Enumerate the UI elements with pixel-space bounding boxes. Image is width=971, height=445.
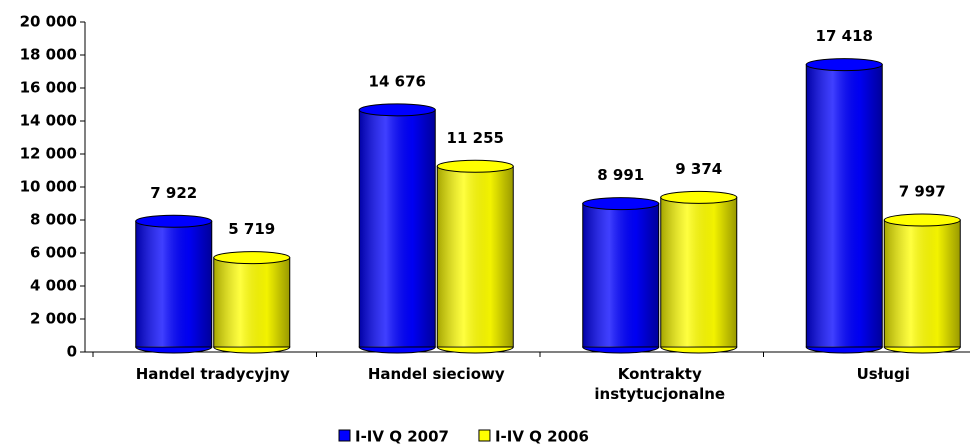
- legend-swatch: [478, 429, 491, 442]
- value-label: 14 676: [369, 72, 426, 90]
- y-tick-label: 12 000: [20, 145, 77, 163]
- bar-top: [436, 159, 514, 173]
- bar-top: [135, 214, 213, 228]
- y-tick-label: 14 000: [20, 112, 77, 130]
- bar-shade: [884, 220, 961, 347]
- bar-top: [660, 190, 738, 204]
- bar-top: [883, 213, 961, 227]
- y-tick-label: 20 000: [20, 13, 77, 31]
- value-label: 9 374: [675, 160, 722, 178]
- x-tick-label: Kontrakty instytucjonalne: [594, 365, 726, 403]
- y-tick-label: 8 000: [30, 211, 77, 229]
- y-tick-label: 10 000: [20, 178, 77, 196]
- value-label: 5 719: [228, 220, 275, 238]
- bar-shade: [213, 257, 290, 347]
- bar-top: [213, 251, 291, 265]
- x-tick-label: Usługi: [856, 365, 910, 383]
- y-tick-label: 0: [67, 343, 77, 361]
- value-label: 11 255: [447, 129, 504, 147]
- legend-label: I-IV Q 2007: [355, 428, 449, 445]
- bar-top: [805, 58, 883, 72]
- bar-shade: [437, 166, 514, 347]
- legend-label: I-IV Q 2006: [495, 428, 589, 445]
- legend-swatch: [338, 429, 351, 442]
- bar-top: [582, 197, 660, 211]
- bar-top: [358, 103, 436, 117]
- y-tick-label: 16 000: [20, 79, 77, 97]
- bar-shade: [660, 197, 737, 347]
- value-label: 8 991: [597, 166, 644, 184]
- x-tick-label: Handel tradycyjny: [135, 365, 290, 383]
- y-tick-label: 4 000: [30, 277, 77, 295]
- y-tick-label: 18 000: [20, 46, 77, 64]
- value-label: 7 922: [150, 184, 197, 202]
- value-label: 7 997: [899, 183, 946, 201]
- y-tick-label: 6 000: [30, 244, 77, 262]
- x-tick-label: Handel sieciowy: [367, 365, 505, 383]
- y-tick-label: 2 000: [30, 310, 77, 328]
- bar-shade: [135, 221, 212, 347]
- bar-shade: [806, 64, 883, 347]
- value-label: 17 418: [816, 27, 873, 45]
- bar-shade: [582, 203, 659, 347]
- bar-shade: [359, 109, 436, 347]
